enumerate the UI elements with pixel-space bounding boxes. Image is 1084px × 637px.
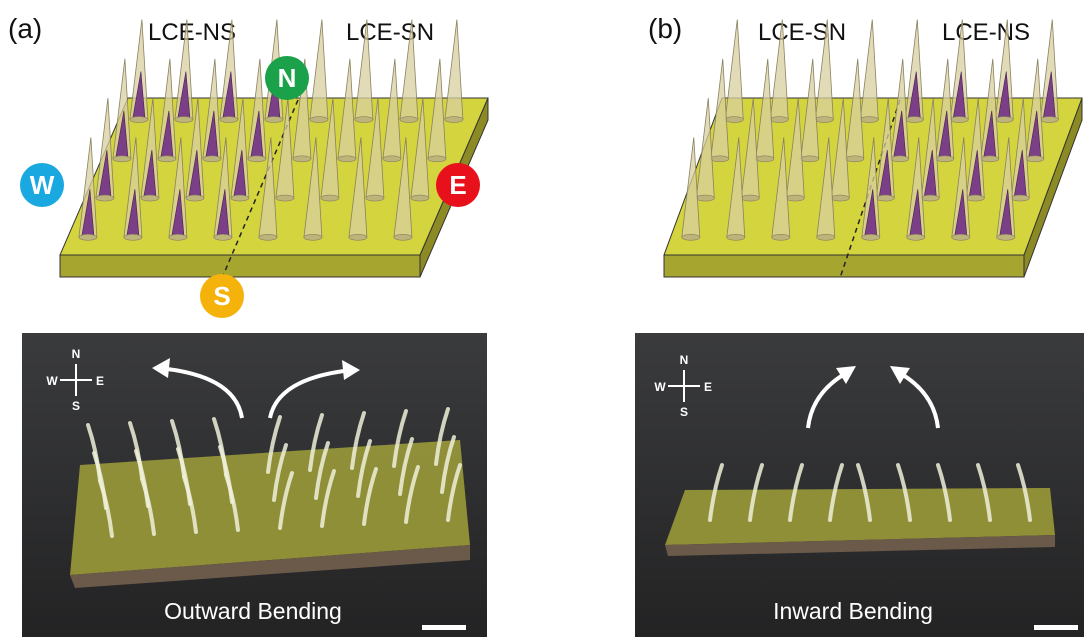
cone-base: [905, 117, 923, 123]
figure: (a) LCE-NS LCE-SN N W E S N W E S Outwar…: [0, 0, 1084, 637]
left-title: LCE-NS: [148, 19, 236, 46]
compass-w: W: [654, 380, 666, 394]
cone-base: [876, 195, 894, 201]
cone-base: [815, 117, 833, 123]
cone-base: [141, 195, 159, 201]
cone-base: [952, 234, 970, 240]
west-label: W: [30, 170, 55, 200]
cone-base: [862, 234, 880, 240]
east-label: E: [449, 170, 466, 200]
cone-base: [860, 117, 878, 123]
cone-base: [907, 234, 925, 240]
caption: Outward Bending: [164, 598, 342, 624]
cone-base: [770, 117, 788, 123]
cone-base: [966, 195, 984, 201]
cone: [310, 20, 328, 120]
cone-base: [772, 234, 790, 240]
cone-base: [891, 156, 909, 162]
right-title: LCE-NS: [942, 19, 1030, 46]
caption: Inward Bending: [773, 598, 933, 624]
cone-base: [293, 156, 311, 162]
cone-base: [1040, 117, 1058, 123]
cone-base: [338, 156, 356, 162]
cone: [725, 20, 743, 120]
compass-n: N: [72, 347, 81, 361]
cone-base: [846, 156, 864, 162]
cone-base: [1011, 195, 1029, 201]
cone-base: [186, 195, 204, 201]
panel-a: (a) LCE-NS LCE-SN N W E S N W E S Outwar…: [8, 13, 488, 637]
cone-base: [936, 156, 954, 162]
cone-base: [428, 156, 446, 162]
cone-base: [203, 156, 221, 162]
cone-base: [124, 234, 142, 240]
cone-base: [366, 195, 384, 201]
panel-label: (b): [648, 13, 682, 44]
panel-b: (b) LCE-SN LCE-NS N W E S Inward Bending: [635, 13, 1084, 637]
cone-base: [786, 195, 804, 201]
cone-base: [727, 234, 745, 240]
north-label: N: [278, 63, 297, 93]
cone-base: [394, 234, 412, 240]
cone-base: [711, 156, 729, 162]
cone-base: [349, 234, 367, 240]
cone-base: [130, 117, 148, 123]
cone-base: [158, 156, 176, 162]
cone: [860, 20, 878, 120]
compass-n: N: [680, 353, 689, 367]
cone-base: [214, 234, 232, 240]
cone-base: [801, 156, 819, 162]
scale-bar: [1034, 625, 1078, 630]
cone-base: [997, 234, 1015, 240]
south-label: S: [213, 281, 230, 311]
cone-base: [950, 117, 968, 123]
cone-base: [445, 117, 463, 123]
cone: [682, 137, 700, 237]
cone-base: [831, 195, 849, 201]
cone-base: [921, 195, 939, 201]
compass-e: E: [96, 374, 104, 388]
cone-base: [817, 234, 835, 240]
cone-base: [276, 195, 294, 201]
right-title: LCE-SN: [346, 19, 434, 46]
cone-base: [304, 234, 322, 240]
cone-base: [220, 117, 238, 123]
compass-s: S: [680, 405, 688, 419]
cone-base: [383, 156, 401, 162]
cone-base: [310, 117, 328, 123]
compass-e: E: [704, 380, 712, 394]
cone-base: [79, 234, 97, 240]
cone-base: [411, 195, 429, 201]
cone-base: [1026, 156, 1044, 162]
cone-base: [113, 156, 131, 162]
cone-base: [169, 234, 187, 240]
compass-s: S: [72, 399, 80, 413]
cone-base: [995, 117, 1013, 123]
cone-base: [741, 195, 759, 201]
photo: [635, 333, 1084, 637]
plate-front: [60, 255, 420, 277]
cone-base: [355, 117, 373, 123]
compass-w: W: [46, 374, 58, 388]
cone-base: [321, 195, 339, 201]
cone-base: [981, 156, 999, 162]
cone-base: [231, 195, 249, 201]
cone-base: [175, 117, 193, 123]
cone: [711, 59, 729, 159]
cone-base: [265, 117, 283, 123]
left-title: LCE-SN: [758, 19, 846, 46]
cone-base: [682, 234, 700, 240]
sample-top: [665, 488, 1055, 545]
cone-base: [725, 117, 743, 123]
cone: [696, 98, 714, 198]
cone: [445, 20, 463, 120]
cone-base: [96, 195, 114, 201]
cone-base: [400, 117, 418, 123]
panel-label: (a): [8, 13, 42, 44]
cone-base: [696, 195, 714, 201]
scale-bar: [422, 625, 466, 630]
cone-base: [248, 156, 266, 162]
cone-base: [259, 234, 277, 240]
cone-base: [756, 156, 774, 162]
